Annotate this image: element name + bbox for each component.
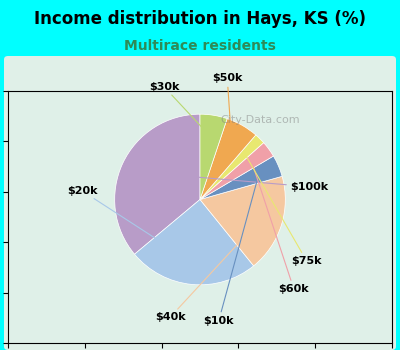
Text: City-Data.com: City-Data.com <box>220 115 300 125</box>
Text: $50k: $50k <box>212 74 242 141</box>
Text: $10k: $10k <box>204 177 258 326</box>
Text: $40k: $40k <box>155 221 259 322</box>
Text: $30k: $30k <box>149 82 208 134</box>
Wedge shape <box>200 156 282 199</box>
Wedge shape <box>200 176 285 266</box>
Text: $75k: $75k <box>246 156 322 266</box>
Text: Income distribution in Hays, KS (%): Income distribution in Hays, KS (%) <box>34 10 366 28</box>
Wedge shape <box>134 199 254 285</box>
Text: Multirace residents: Multirace residents <box>124 38 276 52</box>
Text: $100k: $100k <box>145 173 328 192</box>
Wedge shape <box>200 114 227 200</box>
Text: $20k: $20k <box>67 186 192 262</box>
Wedge shape <box>200 143 274 199</box>
Wedge shape <box>200 135 264 199</box>
Text: $60k: $60k <box>252 164 309 294</box>
Wedge shape <box>200 119 256 200</box>
Wedge shape <box>115 114 200 254</box>
